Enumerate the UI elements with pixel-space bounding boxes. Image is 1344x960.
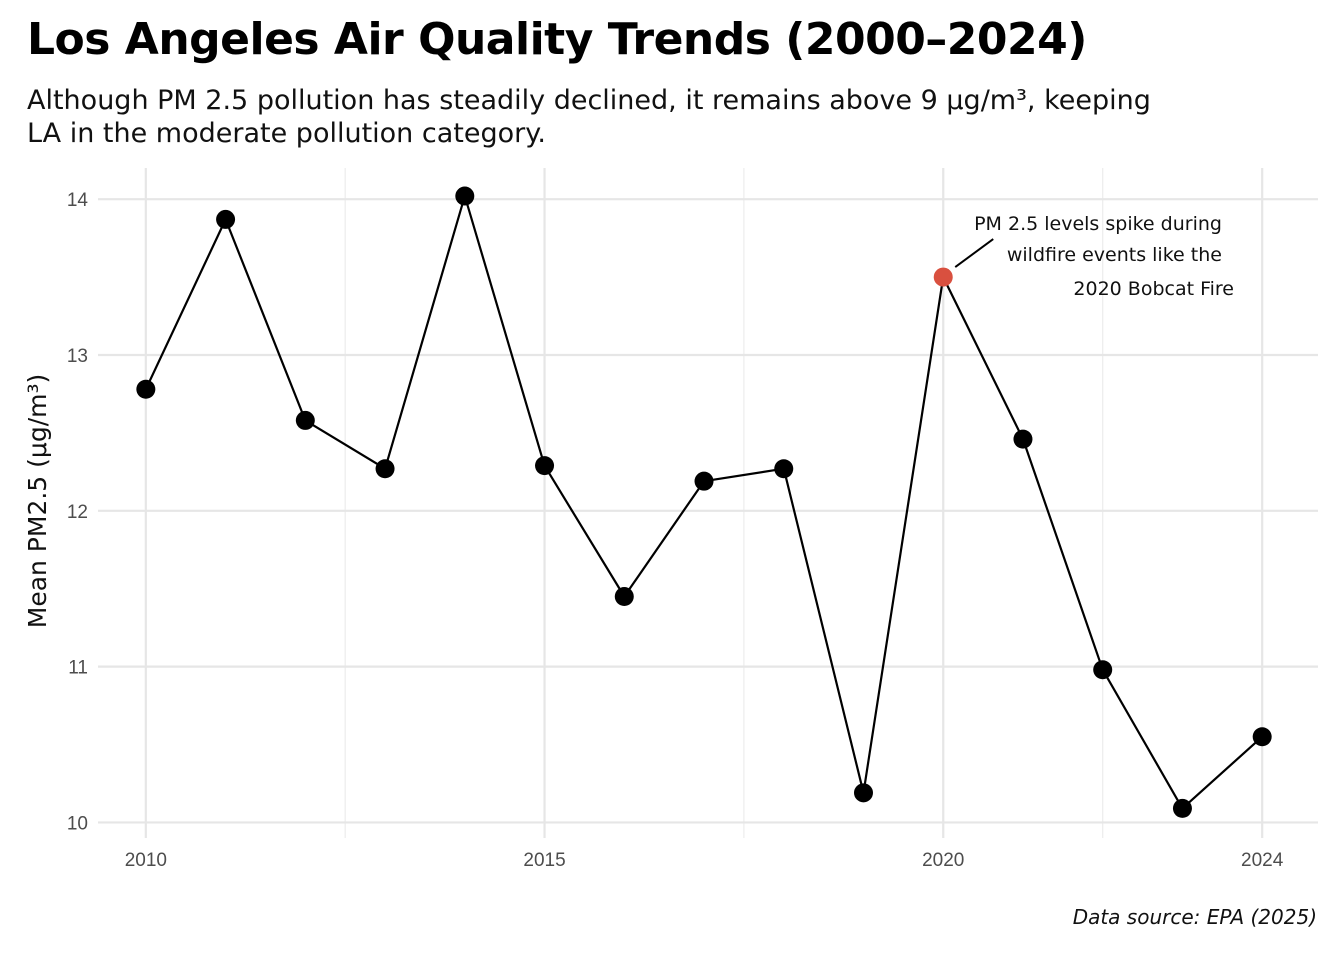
data-point bbox=[1013, 429, 1033, 449]
x-tick-label: 2024 bbox=[1241, 850, 1284, 871]
data-point bbox=[535, 456, 555, 476]
y-tick-label: 11 bbox=[68, 658, 88, 679]
data-point bbox=[216, 209, 236, 229]
y-tick-label: 12 bbox=[67, 502, 88, 523]
data-point bbox=[694, 471, 714, 491]
annotation-text: PM 2.5 levels spike during wildfire even… bbox=[974, 213, 1234, 300]
grid-major bbox=[98, 168, 1318, 838]
chart-title: Los Angeles Air Quality Trends (2000–202… bbox=[27, 14, 1087, 65]
data-point bbox=[774, 459, 794, 479]
data-points bbox=[136, 186, 1272, 818]
annotation-line-1: PM 2.5 levels spike during bbox=[974, 213, 1222, 235]
data-point bbox=[375, 459, 395, 479]
data-point bbox=[614, 586, 634, 606]
y-axis-ticks: 10 11 12 13 14 bbox=[67, 190, 89, 834]
y-axis-label: Mean PM2.5 (μg/m³) bbox=[23, 374, 52, 629]
x-axis-ticks: 2010 2015 2020 2024 bbox=[125, 850, 1284, 871]
chart-subtitle: Although PM 2.5 pollution has steadily d… bbox=[27, 85, 1151, 149]
data-point bbox=[295, 410, 315, 430]
y-tick-label: 14 bbox=[67, 190, 89, 211]
highlight-point bbox=[933, 267, 953, 287]
y-tick-label: 10 bbox=[67, 813, 88, 834]
data-point bbox=[1093, 660, 1113, 680]
y-tick-label: 13 bbox=[67, 346, 88, 367]
data-point bbox=[1252, 727, 1272, 747]
annotation-line-2: wildfire events like the bbox=[1007, 244, 1222, 266]
data-point bbox=[136, 379, 156, 399]
data-point bbox=[1172, 798, 1192, 818]
x-tick-label: 2015 bbox=[523, 850, 565, 871]
annotation-line-3: 2020 Bobcat Fire bbox=[1073, 278, 1234, 300]
x-tick-label: 2010 bbox=[125, 850, 167, 871]
data-point bbox=[455, 186, 475, 206]
grid-minor bbox=[344, 168, 1104, 838]
x-tick-label: 2020 bbox=[922, 850, 964, 871]
data-point bbox=[853, 783, 873, 803]
annotation-leader bbox=[954, 238, 994, 268]
data-source-caption: Data source: EPA (2025) bbox=[1072, 905, 1317, 929]
